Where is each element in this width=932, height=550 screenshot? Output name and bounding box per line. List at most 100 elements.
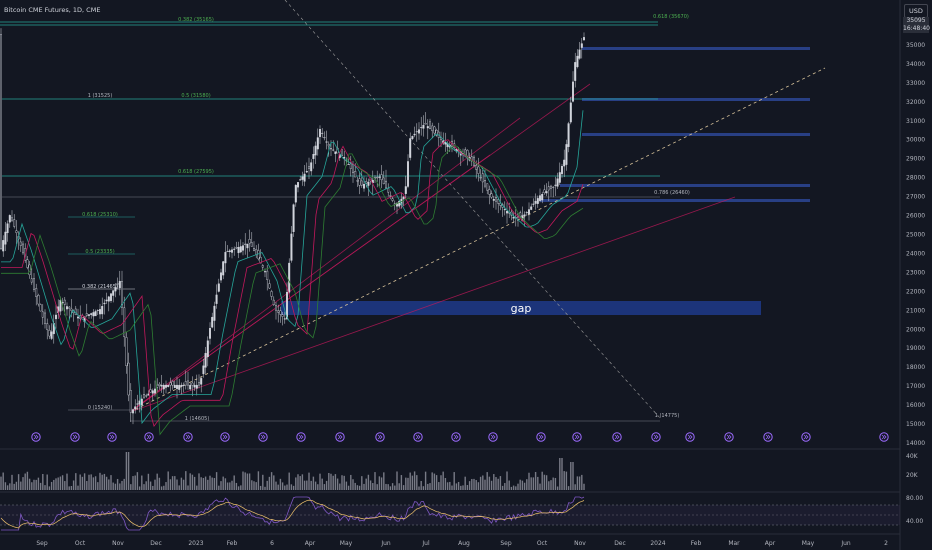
candle[interactable] [219,268,222,283]
candle[interactable] [52,314,55,344]
candle[interactable] [101,297,104,320]
candle[interactable] [411,135,414,141]
candle[interactable] [308,157,311,180]
candle[interactable] [413,126,416,138]
candle[interactable] [279,306,282,323]
candle[interactable] [297,182,300,193]
candle[interactable] [257,243,260,261]
candle[interactable] [202,358,205,378]
earnings-icon[interactable] [763,432,773,442]
candle[interactable] [583,32,586,41]
earnings-icon[interactable] [451,432,461,442]
candle[interactable] [94,309,97,317]
candle[interactable] [327,141,330,157]
candle[interactable] [506,202,509,224]
candle[interactable] [270,289,273,301]
candle[interactable] [28,260,31,279]
candle[interactable] [503,201,506,216]
candle[interactable] [44,309,47,329]
candle[interactable] [39,303,42,312]
candle[interactable] [541,191,544,204]
candle[interactable] [2,235,5,257]
candle[interactable] [241,242,244,256]
candle[interactable] [171,380,174,390]
candle[interactable] [343,150,346,166]
candle[interactable] [193,381,196,391]
candle[interactable] [206,336,209,367]
candle[interactable] [565,139,568,171]
candle[interactable] [136,394,139,411]
candle[interactable] [6,220,9,242]
candle[interactable] [195,374,198,396]
candle[interactable] [536,195,539,208]
candle[interactable] [288,258,291,295]
candle[interactable] [114,283,117,298]
candle[interactable] [162,383,165,395]
candle[interactable] [418,122,421,140]
candle[interactable] [105,292,108,305]
candle[interactable] [4,221,7,252]
candle[interactable] [169,377,172,392]
candle[interactable] [178,379,181,393]
candle[interactable] [230,247,233,259]
earnings-icon[interactable] [612,432,622,442]
candle[interactable] [552,186,555,198]
candle[interactable] [479,169,482,181]
candle[interactable] [173,380,176,389]
candle[interactable] [433,125,436,136]
candle[interactable] [420,116,423,136]
candle[interactable] [226,245,229,253]
candle[interactable] [574,52,577,88]
candle[interactable] [275,302,278,320]
candle[interactable] [65,302,68,316]
candle[interactable] [385,169,388,190]
candle[interactable] [246,243,249,258]
candle[interactable] [244,233,247,255]
candle[interactable] [323,131,326,141]
candle[interactable] [490,190,493,199]
candle[interactable] [391,196,394,203]
earnings-icon[interactable] [183,432,193,442]
candle[interactable] [563,149,566,178]
candle[interactable] [131,408,134,425]
candle[interactable] [266,265,269,291]
candle[interactable] [550,184,553,197]
candle[interactable] [237,241,240,259]
candle[interactable] [160,374,163,393]
candle[interactable] [367,178,370,197]
candle[interactable] [543,184,546,195]
earnings-icon[interactable] [724,432,734,442]
earnings-icon[interactable] [335,432,345,442]
earnings-icon[interactable] [258,432,268,442]
candle[interactable] [239,239,242,254]
candle[interactable] [259,249,262,264]
candle[interactable] [556,172,559,189]
candle[interactable] [310,159,313,176]
candle[interactable] [261,264,264,271]
candle[interactable] [569,96,572,125]
candle[interactable] [107,295,110,312]
candle[interactable] [118,270,121,296]
candle[interactable] [488,185,491,205]
candle[interactable] [19,237,22,252]
candle[interactable] [200,376,203,393]
earnings-icon[interactable] [685,432,695,442]
candle[interactable] [283,311,286,324]
candle[interactable] [134,399,137,414]
candle[interactable] [468,152,471,162]
candle[interactable] [325,130,328,150]
candle[interactable] [116,277,119,290]
candle[interactable] [554,176,557,196]
candle[interactable] [332,140,335,152]
candle[interactable] [389,191,392,200]
candle[interactable] [523,211,526,227]
candle[interactable] [213,301,216,332]
currency-button[interactable]: USD [904,4,928,18]
candle[interactable] [255,245,258,259]
candle[interactable] [292,203,295,237]
candle[interactable] [576,49,579,69]
earnings-icon[interactable] [144,432,154,442]
candle[interactable] [46,318,49,340]
candle[interactable] [33,273,36,293]
candle[interactable] [409,132,412,161]
